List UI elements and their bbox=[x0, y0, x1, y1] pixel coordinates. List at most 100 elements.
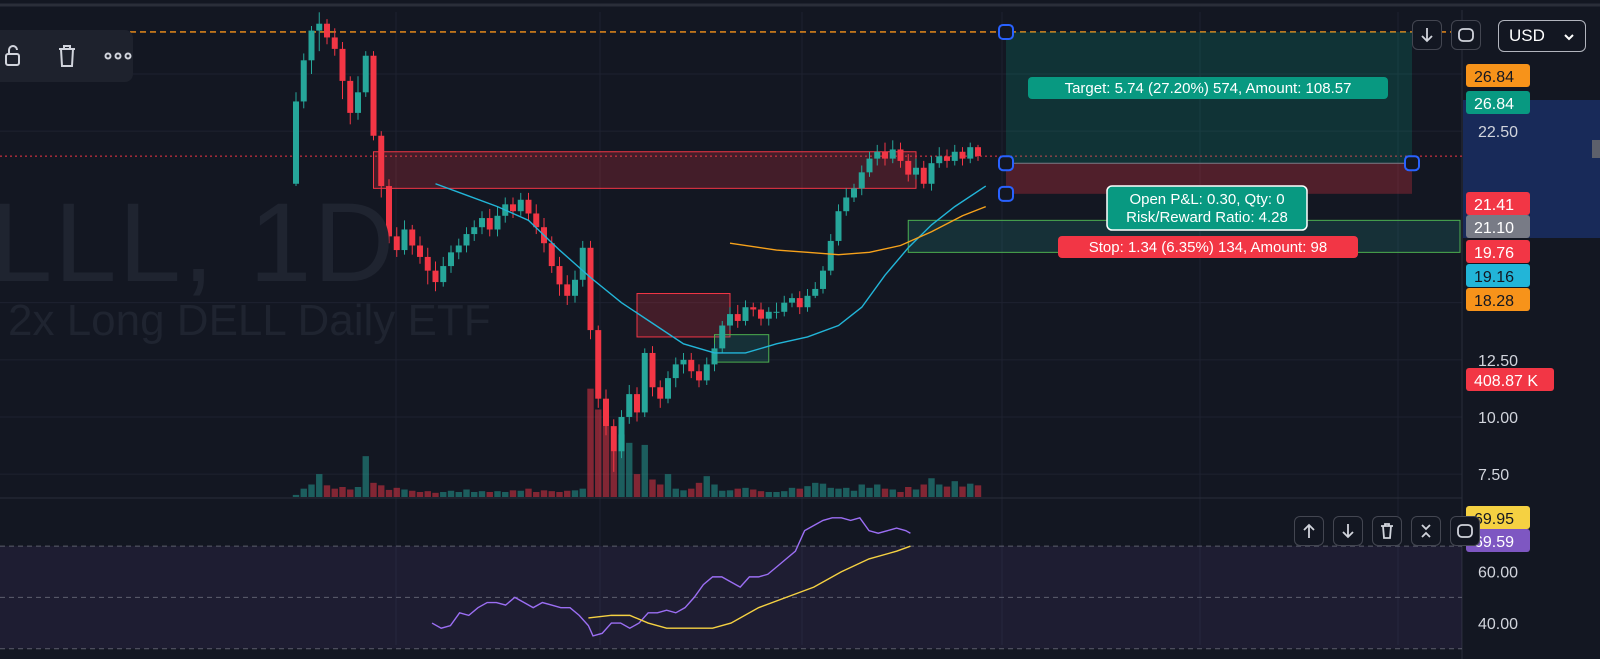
rsi-tick: 40.00 bbox=[1478, 616, 1518, 633]
pnl-line2: Risk/Reward Ratio: 4.28 bbox=[1126, 209, 1288, 226]
price-badge: 21.10 bbox=[1474, 220, 1514, 237]
rsi-ma-line bbox=[588, 545, 911, 629]
candle-body bbox=[393, 236, 400, 251]
price-tick: 22.50 bbox=[1478, 124, 1518, 141]
watermark-symbol: LLL, 1D bbox=[0, 180, 397, 305]
volume-bar bbox=[564, 490, 571, 497]
price-badge-box bbox=[1466, 288, 1530, 311]
collapse-pane-icon[interactable] bbox=[1411, 516, 1441, 546]
stop-label-box bbox=[1058, 236, 1358, 258]
candle-body bbox=[610, 426, 617, 452]
maximize-pane-icon[interactable] bbox=[1450, 516, 1480, 546]
volume-bar bbox=[850, 490, 858, 497]
volume-bar bbox=[517, 490, 524, 497]
candle-body bbox=[324, 23, 330, 38]
more-icon[interactable] bbox=[103, 40, 133, 72]
candle-body bbox=[765, 311, 772, 319]
volume-bar bbox=[812, 482, 819, 497]
price-axis: 25.0022.5015.0012.5010.007.5026.8426.842… bbox=[1463, 64, 1600, 633]
volume-bar bbox=[323, 485, 331, 497]
candle-body bbox=[719, 325, 726, 349]
volume-bars bbox=[292, 388, 982, 497]
trash-icon[interactable] bbox=[52, 40, 82, 72]
candle-body bbox=[727, 314, 733, 326]
move-pane-up-icon[interactable] bbox=[1294, 516, 1324, 546]
candle-body bbox=[680, 359, 687, 365]
candles-layer bbox=[293, 12, 981, 472]
candle-body bbox=[905, 160, 912, 175]
candle-body bbox=[409, 229, 416, 246]
delete-pane-icon[interactable] bbox=[1372, 516, 1402, 546]
candle-body bbox=[665, 378, 671, 399]
supply-zone bbox=[373, 151, 917, 189]
volume-bar bbox=[664, 474, 672, 497]
volume-bar bbox=[440, 492, 447, 497]
candle-body bbox=[579, 247, 586, 280]
rsi-tick: 60.00 bbox=[1478, 565, 1518, 582]
volume-bar bbox=[750, 489, 757, 497]
candle-body bbox=[889, 149, 896, 159]
rsi-pane bbox=[0, 517, 1462, 650]
position-handle bbox=[998, 23, 1014, 40]
candle-body bbox=[703, 364, 710, 381]
chevron-down-icon bbox=[1563, 26, 1575, 46]
volume-bar bbox=[905, 487, 912, 497]
candle-body bbox=[417, 245, 423, 257]
volume-bar bbox=[424, 491, 431, 497]
candle-body bbox=[967, 147, 974, 159]
volume-bar bbox=[967, 483, 974, 497]
volume-bar bbox=[478, 491, 486, 497]
candle-body bbox=[641, 352, 648, 413]
candle-body bbox=[293, 101, 299, 184]
long-position-tool[interactable]: Target: 5.74 (27.20%) 574, Amount: 108.5… bbox=[998, 23, 1420, 258]
volume-bar bbox=[680, 490, 687, 497]
volume-bar bbox=[385, 489, 393, 497]
price-badge-box bbox=[1466, 215, 1530, 238]
volume-bar bbox=[571, 490, 579, 497]
candle-body bbox=[827, 240, 834, 271]
volume-bar bbox=[362, 456, 369, 497]
volume-bar bbox=[858, 484, 865, 497]
volume-bar bbox=[688, 488, 695, 497]
candle-body bbox=[432, 270, 439, 283]
candle-body bbox=[796, 298, 803, 308]
currency-select[interactable]: USD bbox=[1498, 20, 1586, 52]
volume-bar bbox=[649, 479, 656, 497]
watermark-description: 2x Long DELL Daily ETF bbox=[8, 296, 491, 345]
volume-bar bbox=[726, 490, 734, 497]
candle-body bbox=[928, 163, 935, 184]
candle-body bbox=[455, 245, 462, 253]
candle-body bbox=[486, 218, 493, 230]
volume-bar bbox=[618, 434, 625, 497]
candle-body bbox=[378, 135, 385, 187]
move-pane-down-icon[interactable] bbox=[1333, 516, 1363, 546]
chart-grid bbox=[0, 3, 1600, 659]
candle-body bbox=[564, 284, 571, 296]
candle-body bbox=[866, 158, 873, 173]
volume-bar bbox=[897, 492, 904, 497]
reset-icon[interactable] bbox=[1451, 20, 1481, 50]
candle-body bbox=[696, 371, 702, 381]
candle-body bbox=[843, 197, 850, 212]
candle-body bbox=[362, 55, 369, 93]
price-badge: 19.16 bbox=[1474, 269, 1514, 286]
volume-bar bbox=[874, 484, 881, 497]
candle-body bbox=[626, 394, 633, 417]
candle-body bbox=[479, 218, 485, 228]
volume-bar bbox=[463, 489, 470, 497]
rsi-badge: 69.95 bbox=[1474, 511, 1514, 528]
volume-bar bbox=[719, 490, 726, 497]
candle-body bbox=[688, 359, 695, 372]
volume-bar bbox=[579, 488, 586, 497]
moving-averages bbox=[435, 183, 987, 354]
volume-bar bbox=[556, 492, 563, 497]
volume-bar bbox=[587, 388, 594, 497]
scroll-down-icon[interactable] bbox=[1412, 20, 1442, 50]
candle-body bbox=[936, 156, 943, 164]
target-label: Target: 5.74 (27.20%) 574, Amount: 108.5… bbox=[1065, 80, 1352, 97]
target-label-box bbox=[1028, 77, 1388, 99]
volume-bar bbox=[354, 487, 362, 497]
unlock-icon[interactable] bbox=[0, 40, 30, 72]
volume-bar bbox=[409, 490, 416, 497]
